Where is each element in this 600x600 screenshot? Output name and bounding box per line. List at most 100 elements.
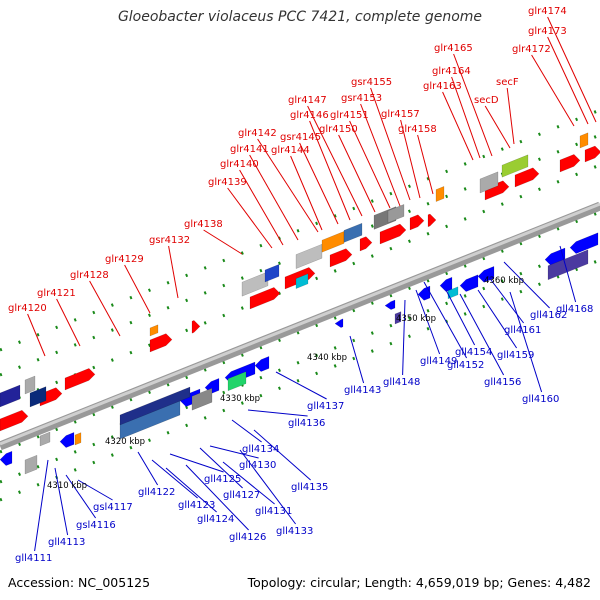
reverse-gene-label: gll4154: [455, 347, 492, 358]
leader-line: [477, 289, 518, 349]
forward-gene-label: secF: [496, 77, 519, 88]
reverse-gene-label: gll4161: [504, 325, 541, 336]
reverse-gene-label: gll4113: [48, 537, 85, 548]
forward-gene-label: glr4173: [528, 26, 567, 37]
forward-gene-label: secD: [474, 95, 499, 106]
forward-gene-label: glr4141: [230, 144, 269, 155]
gene-arrow: [514, 167, 540, 188]
reverse-gene-label: gll4156: [484, 377, 521, 388]
leader-line: [89, 280, 121, 337]
kbp-tick-label: 4310 kbp: [47, 481, 87, 491]
forward-gene-label: gsr4155: [351, 77, 392, 88]
leader-line: [349, 335, 365, 384]
forward-gene-label: glr4144: [271, 145, 310, 156]
leader-line: [442, 91, 474, 161]
gene-arrow: [559, 154, 581, 173]
reverse-gene-label: gll4137: [307, 401, 344, 412]
reverse-gene-label: gll4159: [497, 350, 534, 361]
reverse-gene-label: gll4126: [229, 532, 266, 543]
reverse-gene-label: gll4168: [556, 304, 593, 315]
forward-gene-label: glr4174: [528, 6, 567, 17]
reverse-gene-label: gll4160: [522, 394, 559, 405]
leader-line: [239, 449, 296, 525]
leader-line: [506, 87, 515, 145]
gene-arrow: [74, 432, 82, 446]
leader-line: [400, 119, 421, 199]
gene-arrow: [227, 371, 247, 392]
leader-line: [275, 371, 327, 400]
leader-line: [54, 467, 69, 536]
forward-gene-label: glr4165: [434, 43, 473, 54]
forward-gene-label: glr4164: [432, 66, 471, 77]
gene-arrow: [295, 273, 309, 289]
gene-arrow: [427, 213, 437, 228]
leader-line: [209, 445, 259, 459]
genome-backbone: [0, 201, 600, 451]
leader-line: [503, 261, 550, 309]
gene-arrow: [295, 243, 323, 269]
gene-arrow: [254, 356, 270, 372]
leader-line: [487, 275, 524, 324]
gene-arrow: [439, 276, 453, 292]
leader-line: [165, 467, 217, 513]
gene-arrow: [59, 432, 75, 448]
reverse-gene-label: gll4124: [197, 514, 234, 525]
leader-line: [253, 429, 311, 481]
gene-arrow: [343, 222, 363, 243]
gene-arrow: [584, 145, 600, 163]
forward-gene-label: glr4158: [398, 124, 437, 135]
reverse-gene-label: gll4122: [138, 487, 175, 498]
leader-line: [290, 155, 323, 231]
diagram-title: Gloeobacter violaceus PCC 7421, complete…: [117, 9, 483, 25]
gene-arrow: [547, 249, 589, 281]
gene-arrow: [191, 387, 213, 411]
leader-line: [222, 461, 275, 505]
leader-line: [547, 16, 597, 123]
gene-arrow: [459, 274, 479, 292]
forward-gene-label: glr4138: [184, 219, 223, 230]
gene-arrow: [379, 223, 407, 245]
forward-gene-label: glr4163: [423, 81, 462, 92]
gene-arrow: [149, 324, 159, 337]
leader-line: [349, 120, 391, 209]
summary-text: Topology: circular; Length: 4,659,019 bp…: [247, 575, 591, 590]
leader-line: [168, 245, 179, 299]
reverse-gene-label: gll4136: [288, 418, 325, 429]
reverse-gene-label: gll4152: [447, 360, 484, 371]
gene-arrow: [119, 386, 191, 426]
leader-line: [227, 187, 273, 249]
gene-arrow: [24, 454, 38, 475]
leader-line: [65, 474, 97, 519]
leader-line: [137, 451, 159, 486]
gene-arrow: [501, 154, 529, 178]
leader-line: [199, 447, 243, 489]
leader-line: [559, 245, 577, 303]
reverse-gene-label: gll4143: [344, 385, 381, 396]
leader-line: [56, 298, 81, 347]
gene-arrow: [29, 386, 47, 408]
leader-line: [360, 103, 401, 207]
kbp-ticks: 4310 kbp 4320 kbp 4330 kbp 4340 kbp 4350 kbp…: [47, 276, 524, 491]
gene-arrow: [264, 264, 280, 283]
gene-arrow: [149, 333, 173, 353]
accession-text: Accession: NC_005125: [8, 575, 151, 590]
forward-gene-label: glr4147: [288, 95, 327, 106]
gene-arrow: [579, 132, 589, 149]
reverse-gene-label: gll4133: [276, 526, 313, 537]
forward-gene-label: glr4120: [8, 303, 47, 314]
gene-arrow: [417, 285, 431, 301]
forward-gene-label: glr4140: [220, 159, 259, 170]
leader-line: [169, 453, 224, 473]
reverse-gene-label: gll4135: [291, 482, 328, 493]
leader-line: [239, 169, 284, 246]
gene-arrow: [24, 375, 36, 395]
leader-line: [151, 459, 198, 499]
kbp-tick-label: 4320 kbp: [105, 437, 145, 447]
forward-gene-label: glr4129: [105, 254, 144, 265]
forward-gene-label: glr4146: [290, 110, 329, 121]
gene-arrow: [64, 368, 96, 391]
reverse-gene-label: gll4134: [242, 444, 279, 455]
gene-arrow: [384, 299, 396, 310]
forward-gene-label: glr4151: [330, 110, 369, 121]
forward-gene-label: glr4150: [319, 124, 358, 135]
